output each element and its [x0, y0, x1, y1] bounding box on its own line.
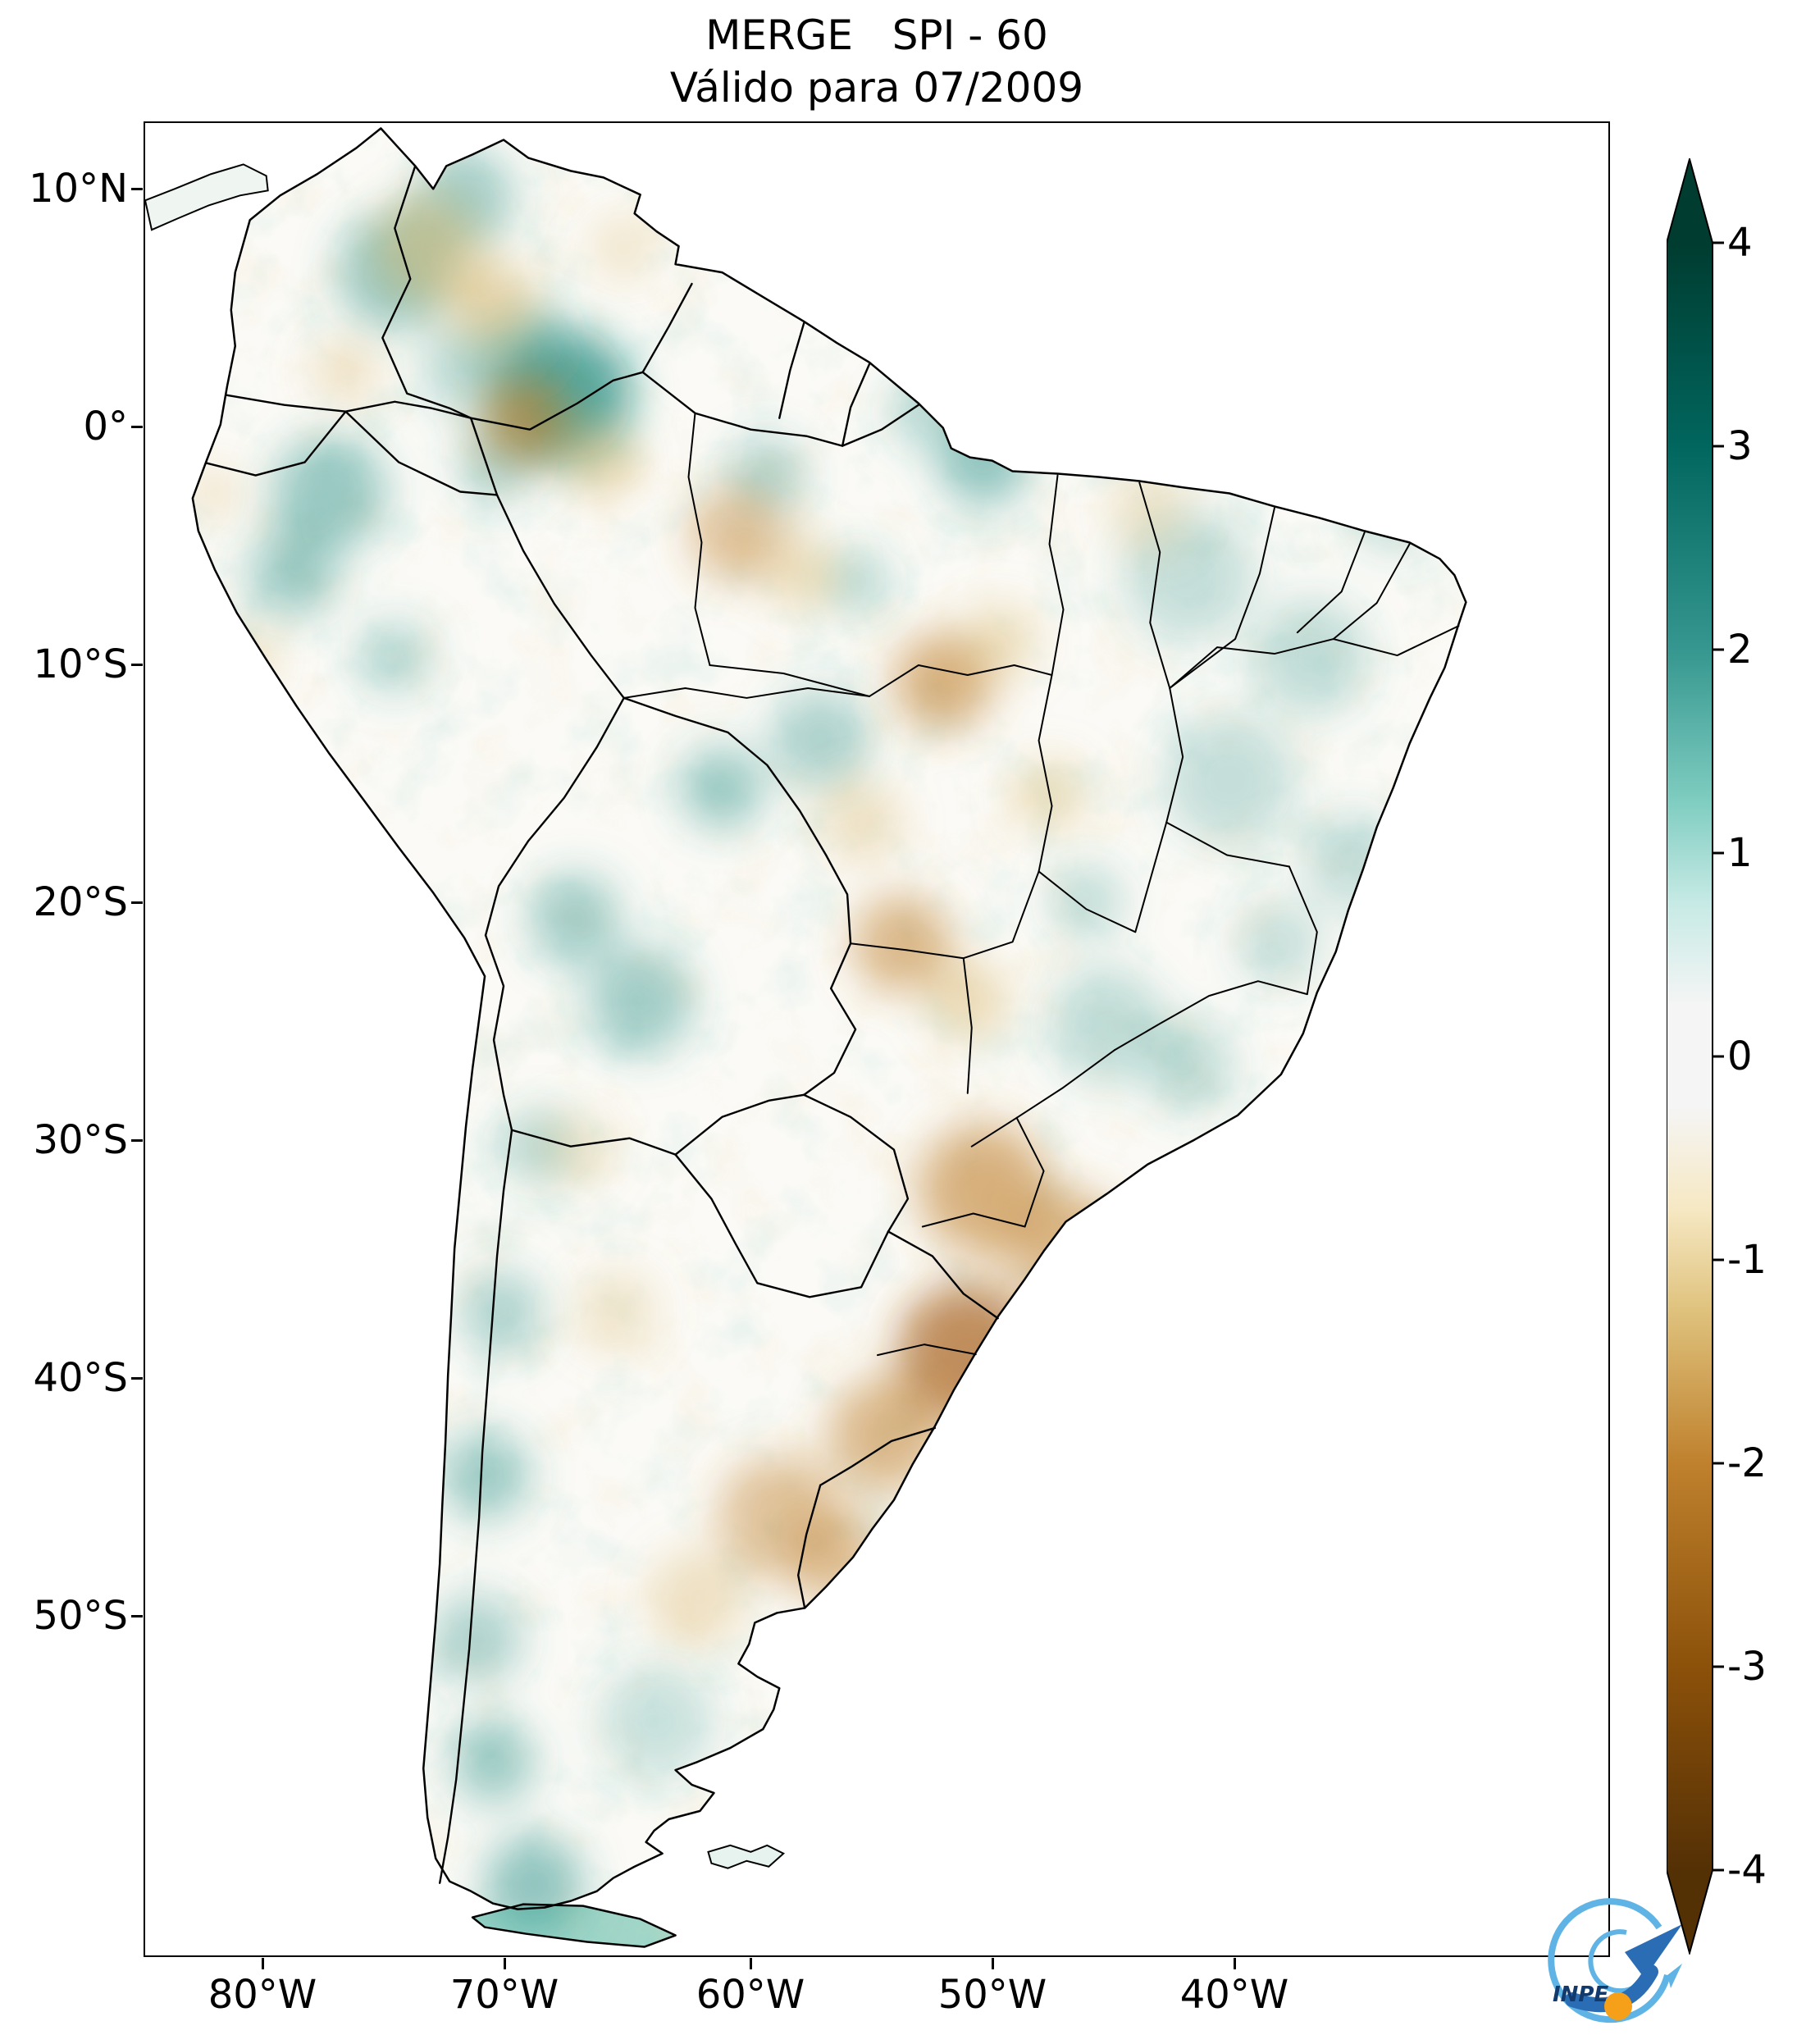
y-tick-label: 10°N	[29, 166, 128, 212]
y-tick-mark	[131, 188, 143, 190]
logo-swirl-icon	[1548, 1898, 1671, 2023]
south-america-map	[145, 127, 1467, 1948]
y-tick-mark	[131, 1615, 143, 1617]
colorbar-tick-label: 0	[1727, 1033, 1753, 1079]
falkland-islands	[707, 1844, 786, 1869]
x-tick-mark	[992, 1958, 994, 1969]
y-tick-label: 50°S	[33, 1593, 128, 1639]
colorbar-tick-label: 1	[1727, 830, 1753, 876]
y-tick-mark	[131, 426, 143, 428]
logo-orange-dot-icon	[1604, 1992, 1632, 2020]
y-tick-mark	[131, 664, 143, 666]
y-tick-label: 10°S	[33, 641, 128, 687]
y-tick-label: 0°	[83, 404, 128, 449]
x-tick-label: 40°W	[1179, 1972, 1289, 2018]
y-tick-mark	[131, 901, 143, 904]
inpe-logo: INPE	[1530, 1877, 1694, 2041]
x-tick-mark	[262, 1958, 264, 1969]
y-tick-mark	[131, 1139, 143, 1142]
logo-bold-arrowhead-icon	[1625, 1924, 1682, 1978]
map-plot-area: INPE	[144, 121, 1682, 2023]
x-tick-label: 80°W	[208, 1972, 317, 2018]
inpe-logo-graphic: INPE	[1548, 1898, 1682, 2023]
y-tick-mark	[131, 1377, 143, 1380]
colorbar-tick-label: 2	[1727, 627, 1753, 673]
x-tick-label: 60°W	[696, 1972, 805, 2018]
colorbar-tick-label: -2	[1727, 1440, 1767, 1486]
colorbar-gradient	[1667, 158, 1713, 1955]
country-borders	[205, 165, 999, 1884]
colorbar-tick-label: -1	[1727, 1237, 1767, 1283]
y-tick-label: 20°S	[33, 879, 128, 925]
y-tick-label: 40°S	[33, 1355, 128, 1401]
x-tick-mark	[1234, 1958, 1236, 1969]
x-tick-label: 70°W	[449, 1972, 559, 2018]
panama-landmass	[145, 163, 269, 231]
colorbar-tick-marks	[1713, 241, 1724, 1872]
y-tick-label: 30°S	[33, 1117, 128, 1163]
colorbar	[1667, 158, 1724, 1955]
colorbar-tick-label: -4	[1727, 1847, 1767, 1893]
x-tick-mark	[750, 1958, 752, 1969]
logo-swirl-arrowhead-icon	[1667, 1964, 1682, 1988]
spi-texture	[192, 128, 1466, 1947]
state-borders	[623, 412, 1460, 1357]
dry-anomaly-blobs	[192, 194, 1189, 1648]
colorbar-tick-label: 4	[1727, 220, 1753, 266]
x-tick-label: 50°W	[937, 1972, 1047, 2018]
colorbar-tick-label: 3	[1727, 423, 1753, 469]
inpe-logo-text: INPE	[1553, 1982, 1608, 2007]
x-tick-mark	[504, 1958, 506, 1969]
chart-title: MERGE SPI - 60	[705, 11, 1048, 59]
colorbar-tick-label: -3	[1727, 1644, 1767, 1690]
chart-subtitle: Válido para 07/2009	[669, 64, 1084, 112]
